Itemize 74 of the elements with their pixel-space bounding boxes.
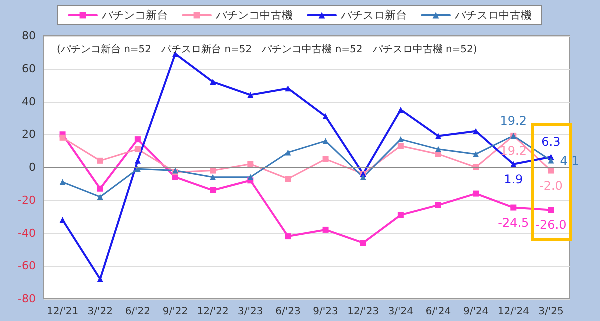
point — [60, 179, 66, 186]
point — [322, 226, 329, 233]
x-tick-label: 3/'24 — [388, 306, 414, 318]
x-tick-label: 9/'24 — [463, 306, 489, 318]
point — [436, 202, 442, 208]
legend-label: パチンコ新台 — [101, 9, 168, 22]
point — [210, 188, 216, 194]
y-tick-label: -80 — [18, 292, 36, 306]
point — [97, 194, 104, 200]
point — [285, 150, 292, 156]
point — [210, 168, 216, 174]
point — [398, 106, 404, 113]
x-tick-label: 12/'24 — [498, 306, 530, 318]
point — [248, 174, 254, 180]
point — [322, 114, 329, 120]
y-tick-label: 20 — [22, 128, 36, 142]
data-label: -24.5 — [498, 216, 530, 230]
data-label: -2.0 — [540, 178, 563, 193]
point — [248, 92, 254, 98]
point — [248, 161, 254, 168]
x-tick-label: 6/'22 — [125, 306, 151, 318]
x-tick-label: 12/'21 — [46, 306, 79, 318]
data-label: 19.2 — [500, 144, 527, 158]
point — [548, 168, 554, 174]
y-tick-label: 60 — [22, 62, 36, 76]
data-label: 19.2 — [500, 114, 527, 128]
y-tick-label: -20 — [18, 194, 36, 207]
point — [97, 276, 104, 282]
point — [134, 158, 141, 164]
point — [473, 151, 480, 158]
y-tick-label: -40 — [18, 226, 36, 240]
data-label: 1.9 — [504, 172, 524, 186]
point — [97, 186, 104, 192]
point — [360, 174, 366, 180]
x-tick-label: 3/'25 — [538, 306, 564, 318]
point — [285, 86, 292, 92]
annotation: (パチンコ新台 n=52 パチスロ新台 n=52 パチンコ中古機 n=52 パチスロ中古機 n=52) — [57, 44, 478, 56]
legend-label: パチンコ中古機 — [215, 9, 293, 22]
point — [285, 234, 292, 240]
point — [398, 212, 404, 218]
x-tick-label: 12/'22 — [197, 306, 229, 318]
x-tick-label: 12/'23 — [348, 306, 380, 318]
x-tick-label: 9/'22 — [162, 306, 188, 318]
point — [510, 204, 517, 211]
point — [398, 143, 404, 150]
x-tick-label: 6/'24 — [426, 306, 452, 318]
point — [360, 240, 366, 246]
point — [285, 176, 292, 182]
x-tick-label: 3/'23 — [238, 306, 264, 318]
legend-label: パチスロ中古機 — [454, 9, 532, 22]
y-tick-label: 0 — [29, 161, 36, 174]
data-label: -26.0 — [536, 218, 567, 232]
point — [134, 136, 141, 143]
point — [60, 134, 66, 141]
legend-label: パチスロ新台 — [340, 9, 407, 22]
point — [134, 146, 141, 152]
point — [322, 156, 329, 162]
point — [510, 161, 517, 168]
point — [210, 174, 216, 180]
y-tick-label: 80 — [22, 30, 36, 42]
point — [548, 158, 554, 164]
x-tick-label: 9/'23 — [313, 306, 338, 318]
point — [436, 146, 442, 152]
point — [97, 158, 104, 164]
point — [548, 207, 554, 214]
point — [473, 190, 480, 197]
point — [210, 79, 216, 86]
point — [436, 133, 442, 140]
x-tick-label: 3/'22 — [88, 306, 113, 318]
data-label: 6.3 — [542, 135, 561, 150]
x-tick-label: 6/'23 — [276, 306, 301, 318]
y-tick-label: -60 — [18, 260, 36, 273]
point — [60, 217, 66, 224]
y-tick-label: 40 — [22, 95, 36, 108]
